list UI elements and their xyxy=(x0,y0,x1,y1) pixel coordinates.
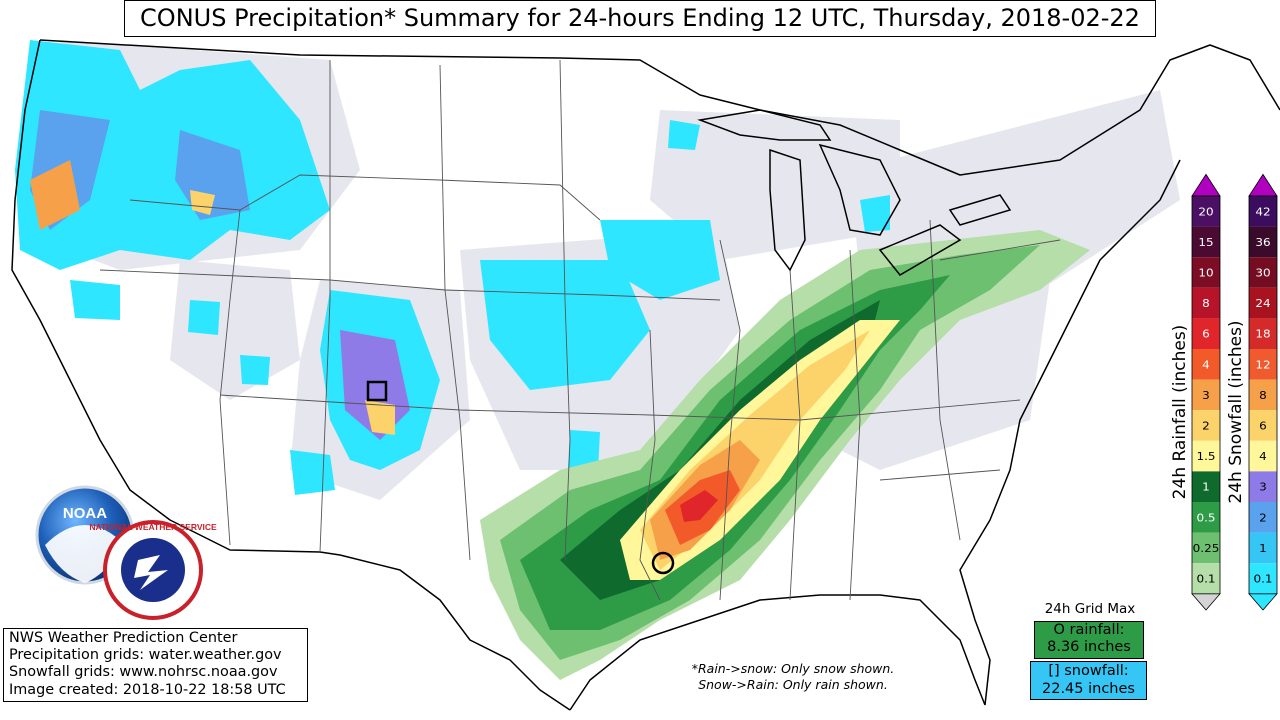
svg-text:NOAA: NOAA xyxy=(63,505,107,522)
rain-swatch xyxy=(1192,563,1220,594)
snowfall-areas xyxy=(15,40,890,495)
info-box: NWS Weather Prediction Center Precipitat… xyxy=(3,628,308,702)
snow-level-label: 8 xyxy=(1259,389,1267,402)
rain-swatch xyxy=(1192,410,1220,441)
snow-level-label: 1 xyxy=(1259,542,1267,555)
snow-swatch xyxy=(1249,318,1277,349)
snow-level-label: 2 xyxy=(1259,511,1267,524)
snowfall-color-scale: 42 36 30 24 18 12 8 6 4 3 2 1 0.1 xyxy=(1248,173,1278,611)
rain-swatch xyxy=(1192,532,1220,564)
grid-max-rain-value: 8.36 inches xyxy=(1047,639,1131,655)
state-lines xyxy=(99,59,1061,601)
nws-logo: NATIONAL WEATHER SERVICE xyxy=(89,520,217,620)
rain-swatch xyxy=(1192,440,1220,472)
grid-max-snowfall: [] snowfall: 22.45 inches xyxy=(1030,661,1147,700)
svg-text:NATIONAL WEATHER SERVICE: NATIONAL WEATHER SERVICE xyxy=(89,522,217,532)
snow-level-label: 42 xyxy=(1255,205,1270,218)
snow-swatch xyxy=(1249,440,1277,472)
snow-level-label: 0.1 xyxy=(1253,572,1272,585)
snow-swatch xyxy=(1249,532,1277,564)
rain-swatch xyxy=(1192,379,1220,411)
snow-swatch xyxy=(1249,349,1277,380)
info-line-snow: Snowfall grids: www.nohrsc.noaa.gov xyxy=(9,664,278,681)
snow-level-label: 12 xyxy=(1255,358,1270,371)
grid-max-rainfall: O rainfall: 8.36 inches xyxy=(1034,621,1144,659)
grid-max-snow-label: [] snowfall: xyxy=(1048,663,1129,679)
snow-swatch xyxy=(1249,502,1277,533)
snow-swatch xyxy=(1249,226,1277,258)
snowfall-scale-title: 24h Snowfall (inches) xyxy=(1226,320,1246,504)
rain-level-label: 2 xyxy=(1202,419,1210,432)
rain-swatch xyxy=(1192,471,1220,503)
snow-level-label: 3 xyxy=(1259,480,1267,493)
rain-level-label: 15 xyxy=(1198,236,1213,249)
snow-level-label: 18 xyxy=(1255,327,1270,340)
rainfall-scale-title: 24h Rainfall (inches) xyxy=(1170,324,1190,500)
rain-level-label: 10 xyxy=(1198,266,1213,279)
rainfall-areas xyxy=(480,230,1090,680)
rain-level-label: 0.25 xyxy=(1193,542,1220,555)
info-line-precip: Precipitation grids: water.weather.gov xyxy=(9,647,282,664)
rain-swatch xyxy=(1192,502,1220,533)
snow-level-label: 30 xyxy=(1255,266,1270,279)
snow-scale-frame xyxy=(1248,195,1278,595)
rainfall-color-scale: 20 15 10 8 6 4 3 2 1.5 1 0.5 0.25 0.1 xyxy=(1191,173,1221,611)
great-lakes xyxy=(697,109,1012,276)
note-line-1: *Rain->snow: Only snow shown. xyxy=(691,661,895,676)
rain-scale-frame xyxy=(1191,195,1221,595)
grid-max-snow-value: 22.45 inches xyxy=(1042,681,1135,697)
rain-swatch xyxy=(1192,196,1220,227)
grid-max-title: 24h Grid Max xyxy=(1044,601,1136,617)
rain-level-label: 6 xyxy=(1202,327,1210,340)
rain-swatch xyxy=(1192,318,1220,349)
snow-level-label: 6 xyxy=(1259,419,1267,432)
map-title: CONUS Precipitation* Summary for 24-hour… xyxy=(124,0,1156,37)
rain-level-label: 8 xyxy=(1202,297,1210,310)
rain-level-label: 20 xyxy=(1198,205,1213,218)
snowfall-max-marker xyxy=(366,380,388,402)
rain-level-label: 3 xyxy=(1202,389,1210,402)
rain-level-label: 4 xyxy=(1202,358,1210,371)
snow-level-label: 24 xyxy=(1255,297,1270,310)
precip-type-note: *Rain->snow: Only snow shown. Snow->Rain… xyxy=(650,661,936,693)
info-line-created: Image created: 2018-10-22 18:58 UTC xyxy=(9,681,286,698)
boundaries xyxy=(11,39,1280,711)
snow-level-label: 36 xyxy=(1255,236,1270,249)
grid-max-rain-label: O rainfall: xyxy=(1053,622,1125,638)
note-line-2: Snow->Rain: Only rain shown. xyxy=(698,677,888,692)
snow-swatch xyxy=(1249,196,1277,227)
rain-level-label: 0.5 xyxy=(1196,511,1215,524)
snow-level-label: 4 xyxy=(1259,450,1267,463)
rain-swatch xyxy=(1192,287,1220,319)
rain-level-label: 0.1 xyxy=(1196,572,1215,585)
rain-level-label: 1.5 xyxy=(1196,450,1215,463)
rain-swatch xyxy=(1192,226,1220,258)
rain-level-label: 1 xyxy=(1202,480,1210,493)
rain-swatch xyxy=(1192,257,1220,288)
snow-swatch xyxy=(1249,257,1277,288)
snow-swatch xyxy=(1249,410,1277,441)
rain-swatch xyxy=(1192,349,1220,380)
rainfall-max-marker xyxy=(651,551,675,575)
snow-swatch xyxy=(1249,563,1277,594)
snow-swatch xyxy=(1249,287,1277,319)
snow-swatch xyxy=(1249,379,1277,411)
snow-swatch xyxy=(1249,471,1277,503)
info-line-center: NWS Weather Prediction Center xyxy=(9,630,238,646)
